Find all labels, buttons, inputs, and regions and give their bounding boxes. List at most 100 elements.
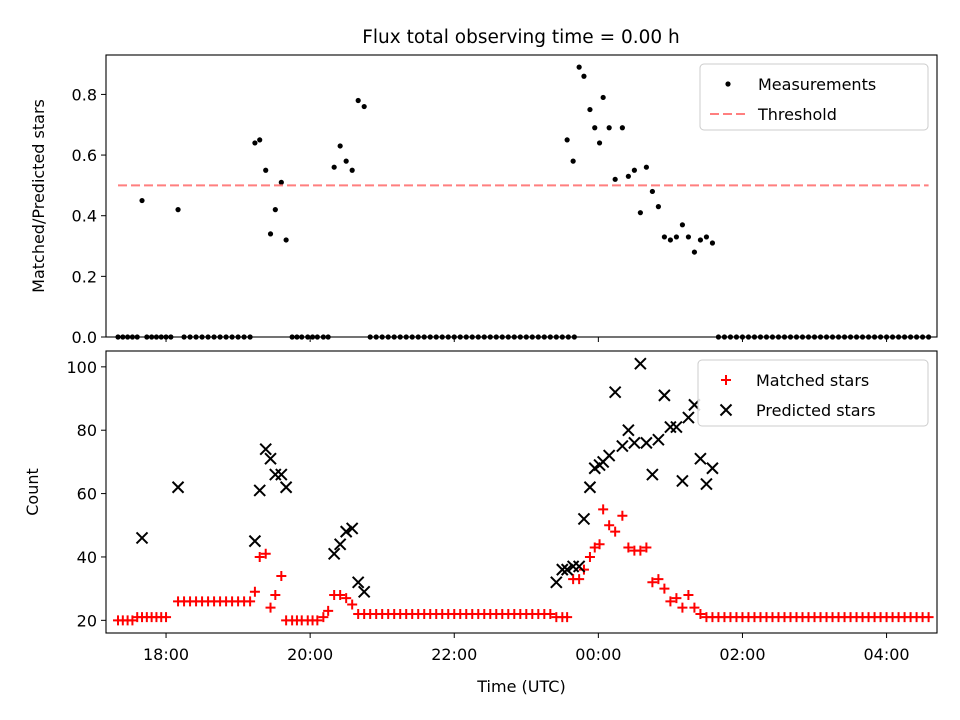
matched-stars-point bbox=[610, 526, 621, 537]
predicted-stars-point bbox=[556, 563, 569, 576]
predicted-stars-point bbox=[583, 481, 597, 494]
y-tick-label: 0.2 bbox=[72, 267, 97, 286]
predicted-stars-point bbox=[694, 452, 707, 465]
legend-label: Threshold bbox=[757, 105, 837, 124]
measurement-point bbox=[267, 231, 274, 237]
measurement-point bbox=[612, 176, 618, 182]
measurement-point bbox=[278, 179, 284, 185]
x-tick-label: 20:00 bbox=[287, 645, 333, 664]
matched-stars-point bbox=[623, 542, 634, 553]
matched-stars-point bbox=[653, 574, 664, 585]
y-tick-label: 0.4 bbox=[72, 207, 97, 226]
predicted-stars-point bbox=[652, 433, 665, 446]
y-tick-label: 40 bbox=[77, 548, 97, 567]
predicted-stars-point bbox=[622, 424, 635, 437]
matched-stars-point bbox=[574, 574, 585, 585]
measurement-point bbox=[587, 106, 593, 113]
measurement-point bbox=[673, 234, 680, 240]
measurement-point bbox=[361, 103, 367, 110]
y-axis-label: Count bbox=[23, 468, 42, 516]
x-axis-label: Time (UTC) bbox=[476, 677, 565, 696]
measurement-point bbox=[649, 188, 655, 195]
legend-predicted-swatch bbox=[719, 403, 733, 417]
measurement-point bbox=[637, 210, 643, 216]
y-tick-label: 0.8 bbox=[72, 85, 97, 104]
predicted-stars-point bbox=[646, 468, 659, 481]
ratio-panel: 0.0 0.2 0.4 0.6 0.8 Matched/Predicted stars Me… bbox=[29, 54, 938, 347]
matched-stars-point bbox=[335, 589, 346, 600]
predicted-stars-point bbox=[253, 484, 266, 497]
predicted-stars-point bbox=[269, 468, 282, 481]
x-tick-label: 22:00 bbox=[431, 645, 477, 664]
measurement-point bbox=[600, 94, 606, 101]
predicted-stars-point bbox=[602, 449, 616, 462]
measurement-point bbox=[272, 207, 278, 213]
measurement-point bbox=[581, 73, 587, 79]
measurement-point bbox=[570, 158, 576, 164]
measurement-point bbox=[252, 140, 258, 146]
matched-stars-point bbox=[923, 612, 934, 623]
predicted-stars-point bbox=[135, 531, 149, 545]
predicted-stars-point bbox=[572, 560, 586, 573]
y-tick-label: 20 bbox=[77, 611, 97, 630]
predicted-stars-point bbox=[248, 534, 262, 548]
predicted-stars-point bbox=[279, 481, 293, 494]
predicted-stars-point bbox=[327, 547, 341, 560]
measurement-point bbox=[619, 125, 625, 131]
matched-stars-point bbox=[683, 589, 694, 600]
predicted-stars-point bbox=[682, 411, 695, 424]
y-axis-label: Matched/Predicted stars bbox=[29, 99, 48, 293]
measurement-point bbox=[355, 97, 361, 104]
matched-stars-point bbox=[347, 599, 358, 610]
chart-title: Flux total observing time = 0.00 h bbox=[362, 27, 680, 48]
axes-frame bbox=[105, 54, 938, 338]
y-tick-label: 100 bbox=[66, 358, 97, 377]
matched-stars-point bbox=[647, 577, 658, 588]
matched-stars-point bbox=[617, 510, 628, 521]
predicted-stars-point bbox=[351, 576, 365, 589]
predicted-stars-point bbox=[171, 481, 185, 494]
matched-stars-point bbox=[545, 608, 556, 619]
measurement-point bbox=[349, 167, 355, 173]
matched-stars-point bbox=[341, 593, 352, 604]
measurement-point bbox=[343, 158, 349, 164]
measurement-point bbox=[263, 167, 269, 173]
matched-stars-point bbox=[659, 583, 670, 594]
predicted-stars-point bbox=[670, 420, 683, 434]
x-tick-label: 02:00 bbox=[719, 645, 765, 664]
y-tick-label: 0.6 bbox=[72, 146, 97, 165]
matched-stars-point bbox=[161, 612, 172, 623]
measurement-point bbox=[331, 164, 337, 170]
x-tick-label: 04:00 bbox=[864, 645, 910, 664]
matched-stars-point bbox=[312, 615, 323, 626]
predicted-stars-point bbox=[264, 452, 277, 465]
matched-stars-point bbox=[689, 602, 700, 613]
measurement-point bbox=[667, 237, 674, 243]
x-tick-label: 00:00 bbox=[575, 645, 621, 664]
measurement-point bbox=[283, 237, 289, 243]
predicted-stars-point bbox=[339, 525, 353, 538]
matched-stars-point bbox=[665, 596, 676, 607]
predicted-stars-point bbox=[608, 385, 622, 399]
measurement-point bbox=[697, 237, 704, 243]
measurement-point bbox=[703, 234, 710, 240]
matched-stars-point bbox=[635, 545, 646, 556]
predicted-stars-point bbox=[706, 462, 719, 475]
predicted-stars-point bbox=[275, 468, 288, 481]
measurement-point bbox=[139, 197, 145, 204]
predicted-stars-point bbox=[676, 474, 689, 488]
measurement-point bbox=[685, 234, 692, 240]
predicted-stars-point bbox=[640, 436, 653, 450]
predicted-stars-point bbox=[259, 443, 272, 456]
matched-stars-point bbox=[677, 602, 688, 613]
y-tick-label: 80 bbox=[77, 421, 97, 440]
matched-stars-point bbox=[249, 586, 260, 597]
matched-stars-point bbox=[260, 548, 271, 559]
legend-label: Matched stars bbox=[756, 371, 869, 390]
measurement-point bbox=[596, 140, 603, 146]
legend-label: Measurements bbox=[758, 75, 876, 94]
matched-stars-point bbox=[265, 602, 276, 613]
measurement-point bbox=[679, 222, 686, 228]
legend-matched-swatch bbox=[721, 375, 731, 385]
